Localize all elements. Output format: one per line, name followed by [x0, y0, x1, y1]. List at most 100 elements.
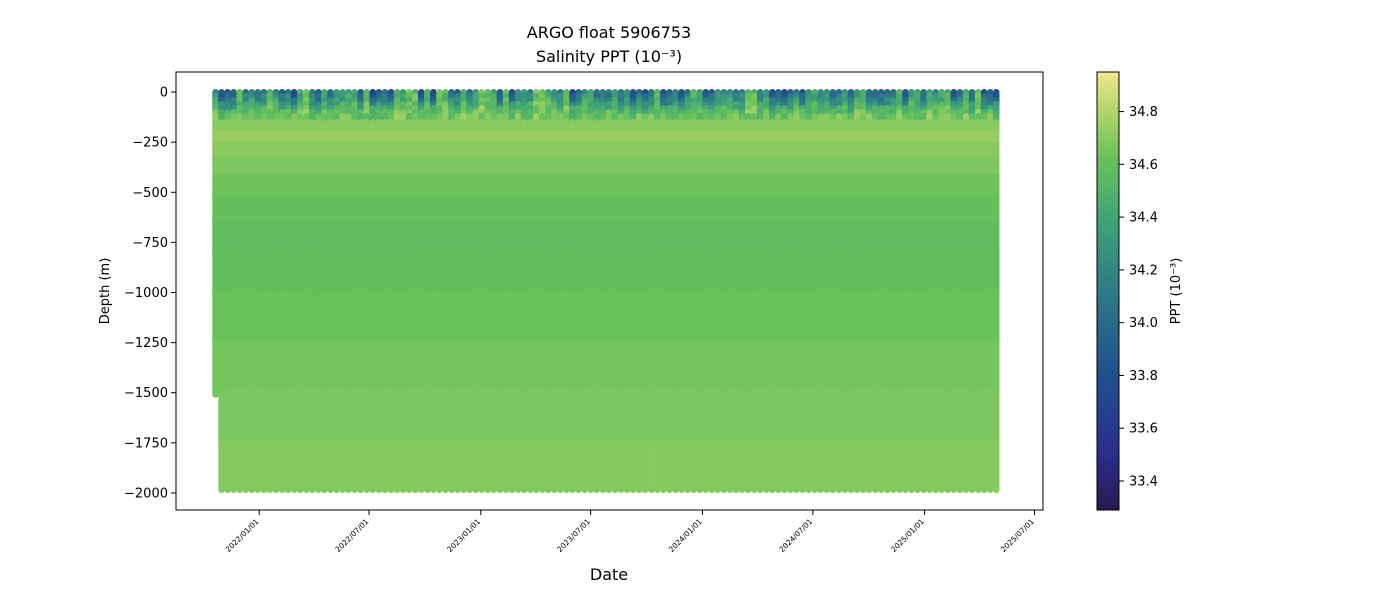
profile-segment: [357, 339, 364, 396]
profile-segment: [430, 389, 437, 446]
profile-column: [726, 89, 734, 493]
profile-segment: [357, 173, 364, 200]
profile-segment: [684, 173, 691, 200]
profile-segment: [605, 389, 613, 446]
profile-segment: [841, 173, 849, 200]
profile-segment: [944, 289, 952, 346]
profile-column: [993, 89, 1000, 493]
profile-segment: [968, 339, 976, 396]
profile-segment: [454, 219, 461, 256]
profile-segment: [363, 249, 370, 296]
profile-segment: [871, 289, 879, 346]
profile-segment: [363, 173, 370, 200]
profile-segment: [230, 219, 237, 256]
profile-segment: [254, 339, 262, 396]
profile-segment: [920, 339, 927, 396]
profile-segment: [575, 193, 582, 226]
profile-segment: [563, 219, 570, 256]
profile-column: [841, 89, 849, 493]
profile-segment: [678, 173, 685, 200]
profile-segment: [393, 193, 401, 226]
profile-segment: [599, 389, 607, 446]
profile-segment: [514, 439, 522, 493]
profile-segment: [327, 155, 334, 180]
profile-column: [884, 89, 891, 493]
profile-segment: [738, 389, 746, 446]
profile-segment: [297, 339, 304, 396]
profile-segment: [484, 339, 492, 396]
profile-segment: [412, 249, 419, 296]
profile-segment: [944, 249, 952, 296]
profile-segment: [914, 439, 921, 493]
profile-segment: [448, 389, 455, 446]
profile-segment: [533, 289, 540, 346]
profile-segment: [835, 193, 843, 226]
profile-segment: [593, 389, 600, 446]
profile-segment: [260, 339, 268, 396]
profile-segment: [381, 289, 389, 346]
profile-segment: [956, 173, 964, 200]
profile-segment: [781, 173, 788, 200]
profile-segment: [248, 219, 255, 256]
profile-segment: [648, 193, 655, 226]
profile-segment: [799, 193, 806, 226]
profile-segment: [533, 173, 540, 200]
profile-segment: [805, 389, 812, 446]
profile-segment: [890, 193, 897, 226]
profile-segment: [986, 219, 994, 256]
profile-segment: [230, 193, 237, 226]
profile-segment: [424, 173, 431, 200]
x-axis-label: Date: [590, 565, 628, 584]
profile-column: [617, 89, 625, 493]
profile-segment: [575, 155, 582, 180]
profile-segment: [539, 155, 546, 180]
profile-segment: [520, 289, 528, 346]
profile-segment: [775, 249, 782, 296]
profile-segment: [968, 249, 976, 296]
profile-column: [696, 89, 703, 493]
profile-segment: [266, 289, 274, 346]
profile-segment: [799, 155, 806, 180]
profile-segment: [351, 219, 358, 256]
x-tick-label: 2024/01/01: [667, 517, 704, 554]
profile-segment: [980, 155, 988, 180]
profile-segment: [817, 193, 824, 226]
colorbar-ticks: 33.4 33.6 33.8 34.0 34.2 34.4 34.6 34.8: [1119, 105, 1158, 489]
profile-segment: [418, 173, 425, 200]
profile-segment: [575, 219, 582, 256]
profile-segment: [260, 219, 268, 256]
profile-segment: [993, 389, 1000, 446]
profile-segment: [454, 193, 461, 226]
profile-segment: [321, 249, 328, 296]
profile-segment: [950, 339, 958, 396]
profile-segment: [363, 339, 370, 396]
profile-segment: [478, 219, 485, 256]
profile-segment: [793, 289, 800, 346]
profile-segment: [641, 249, 649, 296]
profile-segment: [533, 389, 540, 446]
profile-segment: [339, 389, 346, 446]
profile-column: [738, 89, 746, 493]
profile-segment: [248, 439, 255, 493]
profile-segment: [835, 289, 843, 346]
profile-segment: [303, 439, 310, 493]
profile-segment: [884, 155, 891, 180]
profile-segment: [611, 173, 619, 200]
profile-segment: [708, 219, 715, 256]
profile-column: [369, 89, 377, 493]
profile-segment: [763, 173, 770, 200]
profile-segment: [835, 249, 843, 296]
profile-column: [327, 89, 334, 493]
profile-segment: [496, 193, 504, 226]
profile-segment: [363, 439, 370, 493]
profile-segment: [284, 155, 292, 180]
profile-segment: [617, 389, 625, 446]
profile-segment: [914, 389, 921, 446]
profile-segment: [345, 339, 352, 396]
profile-segment: [865, 339, 873, 396]
profile-segment: [327, 193, 334, 226]
profile-segment: [629, 389, 637, 446]
profile-segment: [496, 155, 504, 180]
profile-segment: [781, 339, 788, 396]
profile-segment: [381, 339, 389, 396]
